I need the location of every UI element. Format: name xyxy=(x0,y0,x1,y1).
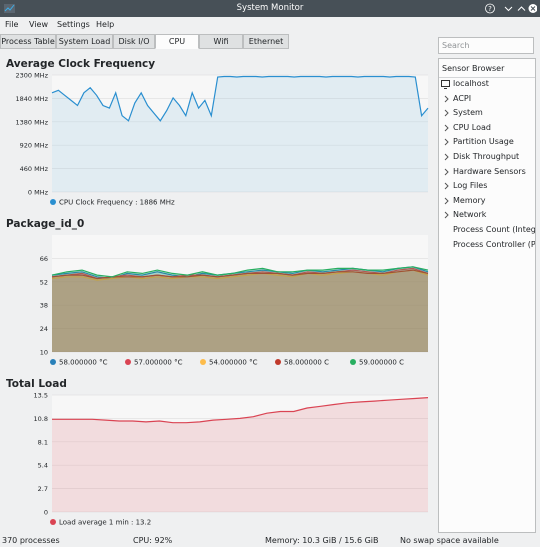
tab[interactable]: System Load xyxy=(56,34,113,49)
tab[interactable]: Ethernet xyxy=(243,34,289,49)
legend-swatch xyxy=(125,359,131,365)
tree-item[interactable]: Partition Usage xyxy=(453,137,514,147)
line xyxy=(51,266,429,278)
tree-item[interactable]: Log Files xyxy=(453,181,488,191)
chart-title: Total Load xyxy=(6,378,67,390)
tree-item[interactable]: Disk Throughput xyxy=(453,152,520,161)
menu-item[interactable]: View xyxy=(29,20,48,29)
expand-arrow[interactable] xyxy=(444,168,450,176)
chart-title: Package_id_0 xyxy=(6,218,84,230)
window-title: System Monitor xyxy=(236,3,304,13)
y-tick-label: 0 xyxy=(44,509,48,517)
y-tick-label: 8.1 xyxy=(38,438,48,446)
legend-label: 58.000000 °C xyxy=(59,359,108,367)
y-tick-label: 1840 MHz xyxy=(15,95,48,103)
line xyxy=(52,397,429,424)
tab[interactable]: Wifi xyxy=(199,34,243,49)
tab[interactable]: Disk I/O xyxy=(113,34,155,49)
line xyxy=(51,269,429,280)
menu-item[interactable]: Settings xyxy=(57,20,90,29)
app-icon xyxy=(4,4,15,13)
expand-arrow[interactable] xyxy=(444,138,450,146)
y-tick-label: 66 xyxy=(40,255,48,263)
svg-text:?: ? xyxy=(488,5,492,13)
expand-arrow[interactable] xyxy=(444,197,450,205)
tab[interactable]: Process Table xyxy=(0,34,56,49)
area xyxy=(52,76,428,192)
tree-item[interactable]: Memory xyxy=(453,195,486,205)
y-tick-label: 13.5 xyxy=(34,392,48,400)
legend-label: 59.000000 C xyxy=(359,359,404,367)
window-controls[interactable]: ? xyxy=(485,3,537,14)
sensor-browser-title: Sensor Browser xyxy=(442,64,505,73)
legend-swatch xyxy=(50,519,56,525)
chart-title: Average Clock Frequency xyxy=(6,58,155,70)
tree-item[interactable]: localhost xyxy=(453,79,489,88)
legend-swatch xyxy=(50,199,56,205)
menu-item[interactable]: Help xyxy=(96,20,115,29)
expand-arrow[interactable] xyxy=(444,211,450,219)
tree-item[interactable]: Process Controller (P... xyxy=(453,239,536,249)
area xyxy=(52,266,428,352)
tree-item[interactable]: CPU Load xyxy=(453,122,491,132)
y-tick-label: 52 xyxy=(40,278,48,286)
title-bar: System Monitor ? xyxy=(0,0,540,17)
tree-item[interactable]: Hardware Sensors xyxy=(453,166,526,176)
tree-item[interactable]: Process Count (Integ... xyxy=(453,225,536,234)
legend-swatch xyxy=(50,359,56,365)
area xyxy=(52,270,428,352)
expand-arrow[interactable] xyxy=(444,95,450,103)
line xyxy=(51,75,429,122)
y-tick-label: 10 xyxy=(40,349,48,357)
separator xyxy=(439,77,535,78)
tab[interactable]: CPU xyxy=(155,34,199,49)
y-tick-label: 460 MHz xyxy=(20,165,49,173)
expand-arrow[interactable] xyxy=(444,153,450,161)
y-tick-label: 24 xyxy=(40,325,48,333)
area xyxy=(52,270,428,352)
legend-label: CPU Clock Frequency : 1886 MHz xyxy=(59,199,175,207)
charts: Average Clock Frequency 0 MHz 460 MHz 920 M… xyxy=(6,58,429,527)
area xyxy=(52,397,428,512)
expand-arrow[interactable] xyxy=(444,124,450,132)
status-item: CPU: 92% xyxy=(133,536,173,545)
sensor-browser: Sensor Browser localhost ACPI System CPU Lo… xyxy=(438,58,536,533)
status-item: 370 processes xyxy=(2,536,60,545)
y-tick-label: 0 MHz xyxy=(28,189,49,197)
expand-arrow[interactable] xyxy=(444,109,450,117)
legend-label: 54.000000 °C xyxy=(209,359,258,367)
legend-swatch xyxy=(275,359,281,365)
legend-label: 58.000000 C xyxy=(284,359,329,367)
legend-swatch xyxy=(200,359,206,365)
tree-item[interactable]: Network xyxy=(453,210,487,220)
area xyxy=(52,266,428,352)
legend-label: 57.000000 °C xyxy=(134,359,183,367)
plot-background xyxy=(52,235,428,352)
y-tick-label: 38 xyxy=(40,302,48,310)
status-item: No swap space available xyxy=(400,536,499,545)
area xyxy=(52,268,428,352)
plot-background xyxy=(52,395,428,512)
y-tick-label: 5.4 xyxy=(38,462,48,470)
tree-item[interactable]: ACPI xyxy=(453,93,472,103)
tree-item[interactable]: System xyxy=(453,108,483,118)
expand-arrow[interactable] xyxy=(444,182,450,190)
legend-label: Load average 1 min : 13.2 xyxy=(59,519,151,527)
status-bar: 370 processes CPU: 92% Memory: 10.3 GiB / … xyxy=(0,533,540,547)
y-tick-label: 2.7 xyxy=(38,485,48,493)
y-tick-label: 10.8 xyxy=(34,415,48,423)
menu-bar: File View Settings Help xyxy=(0,17,540,33)
status-item: Memory: 10.3 GiB / 15.6 GiB xyxy=(265,536,379,545)
y-tick-label: 2300 MHz xyxy=(15,72,48,80)
y-tick-label: 1380 MHz xyxy=(15,118,48,126)
search-box[interactable]: Search xyxy=(438,37,534,54)
menu-item[interactable]: File xyxy=(5,20,19,29)
legend-swatch xyxy=(350,359,356,365)
y-tick-label: 920 MHz xyxy=(20,142,49,150)
host-icon xyxy=(441,80,450,89)
